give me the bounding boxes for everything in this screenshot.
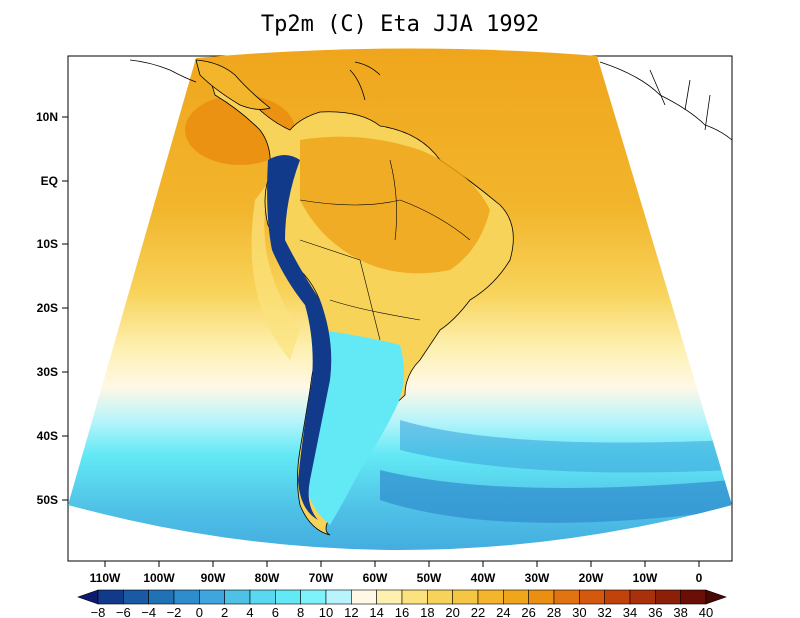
colorbar-label: 2 [221, 605, 228, 618]
colorbar-swatch [427, 589, 453, 605]
lat-label-50s: 50S [37, 493, 58, 507]
lon-label-100w: 100W [143, 571, 175, 585]
colorbar-label: −6 [116, 605, 131, 618]
colorbar-label: 20 [445, 605, 459, 618]
colorbar-label: 28 [547, 605, 561, 618]
colorbar-swatch [249, 589, 276, 605]
colorbar-swatch [123, 589, 149, 605]
colorbar-swatch [401, 589, 428, 605]
colorbar-label: 10 [319, 605, 333, 618]
colorbar-swatch [477, 589, 504, 605]
colorbar-label: −8 [91, 605, 106, 618]
colorbar-swatch [376, 589, 403, 605]
colorbar-arrow-low [77, 589, 99, 605]
lon-label-70w: 70W [309, 571, 334, 585]
colorbar-label: 0 [196, 605, 203, 618]
lon-label-110w: 110W [90, 571, 121, 585]
colorbar-swatch [224, 589, 251, 605]
colorbar-swatch [503, 589, 529, 605]
colorbar-swatch [199, 589, 225, 605]
lat-label-30s: 30S [37, 365, 58, 379]
colorbar-label: 12 [344, 605, 358, 618]
africa-coastline [599, 61, 733, 141]
colorbar-label: 6 [272, 605, 279, 618]
colorbar-swatch [655, 589, 681, 605]
andes-cold-ridge [267, 155, 332, 520]
colorbar-swatch [604, 589, 631, 605]
colorbar-label: 14 [369, 605, 383, 618]
lon-label-20w: 20W [579, 571, 604, 585]
colorbar-label: −2 [167, 605, 182, 618]
lat-label-10n: 10N [36, 110, 58, 124]
north-america-coastline [129, 59, 381, 101]
colorbar: −8 −6 −4 −2 0 2 4 6 8 10 12 14 16 18 20 22 24 26 28 30 32 34 3… [77, 589, 727, 618]
lon-label-80w: 80W [255, 571, 280, 585]
colorbar-label: 16 [395, 605, 409, 618]
colorbar-swatch [325, 589, 352, 605]
colorbar-label: 26 [521, 605, 535, 618]
colorbar-label: 18 [420, 605, 434, 618]
colorbar-swatch [148, 589, 175, 605]
colorbar-label: −4 [141, 605, 156, 618]
colorbar-swatch [351, 589, 377, 605]
colorbar-label: 4 [246, 605, 253, 618]
colorbar-label: 22 [471, 605, 485, 618]
lon-label-60w: 60W [363, 571, 388, 585]
lon-label-10w: 10W [633, 571, 658, 585]
lon-label-50w: 50W [417, 571, 442, 585]
colorbar-swatch [97, 589, 124, 605]
colorbar-swatch [629, 589, 656, 605]
colorbar-arrow-high [705, 589, 727, 605]
temperature-field [68, 48, 732, 551]
lat-label-20s: 20S [37, 301, 58, 315]
colorbar-label: 30 [572, 605, 586, 618]
colorbar-label: 38 [673, 605, 687, 618]
colorbar-swatch [680, 589, 707, 605]
colorbar-swatch [528, 589, 555, 605]
colorbar-label: 8 [297, 605, 304, 618]
lon-label-0: 0 [696, 571, 703, 585]
latitude-axis: 10N EQ 10S 20S 30S 40S 50S [36, 110, 68, 507]
colorbar-label: 34 [623, 605, 637, 618]
colorbar-label: 24 [496, 605, 510, 618]
colorbar-swatch [452, 589, 479, 605]
colorbar-label: 32 [597, 605, 611, 618]
longitude-axis: 110W 100W 90W 80W 70W 60W 50W 40W 30W 20… [90, 561, 703, 585]
lat-label-40s: 40S [37, 429, 58, 443]
lat-label-eq: EQ [41, 174, 58, 188]
colorbar-swatch [300, 589, 327, 605]
lon-label-30w: 30W [525, 571, 550, 585]
colorbar-swatch [275, 589, 301, 605]
map-title: Tp2m (C) Eta JJA 1992 [260, 12, 540, 37]
colorbar-label: 40 [699, 605, 713, 618]
colorbar-swatch [579, 589, 605, 605]
lat-label-10s: 10S [37, 237, 58, 251]
colorbar-label: 36 [648, 605, 662, 618]
colorbar-swatch [553, 589, 580, 605]
colorbar-swatch [173, 589, 200, 605]
lon-label-40w: 40W [471, 571, 496, 585]
lon-label-90w: 90W [201, 571, 226, 585]
